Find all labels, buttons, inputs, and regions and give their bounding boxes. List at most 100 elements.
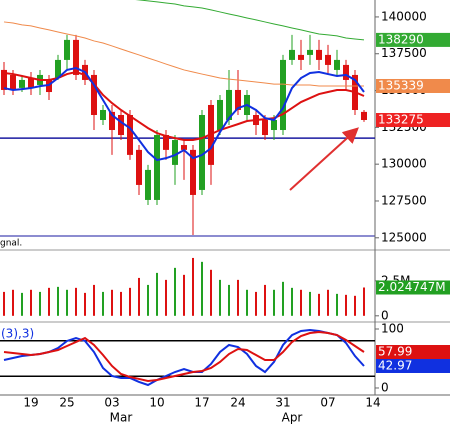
candle-body (154, 135, 160, 200)
volume-bar (336, 293, 338, 316)
annotation-arrow (289, 127, 359, 191)
candle-body (280, 59, 286, 131)
volume-bar (165, 279, 167, 316)
candle-body (307, 49, 313, 55)
last-value-box (376, 113, 450, 127)
last-value-label: 133275 (378, 113, 424, 127)
volume-bar (309, 291, 311, 316)
volume-bar (228, 284, 230, 316)
y-tick-label: 0 (381, 380, 389, 394)
candle-body (226, 89, 232, 120)
y-tick-label: 125000 (381, 230, 427, 244)
candle-body (343, 64, 349, 80)
candle-body (262, 120, 268, 136)
x-tick-label: 24 (230, 396, 245, 410)
candle-body (316, 49, 322, 60)
moving-average (3, 66, 365, 162)
candle-body (46, 79, 52, 93)
last-value-box (376, 32, 450, 47)
volume-bar (345, 294, 347, 316)
candle-body (163, 135, 169, 150)
candle-body (73, 39, 79, 75)
last-value-label: 135339 (378, 78, 424, 92)
volume-bar (147, 284, 149, 316)
x-tick-label: 17 (194, 396, 209, 410)
volume-bar (57, 286, 59, 316)
volume-bar (264, 284, 266, 316)
candle-body (145, 169, 151, 200)
candle-body (325, 54, 331, 65)
candle-body (190, 149, 196, 195)
moving-average (3, 21, 364, 87)
candle-body (127, 114, 133, 155)
volume-bar (93, 284, 95, 316)
volume-bar (273, 289, 275, 316)
volume-bar (156, 272, 158, 316)
volume-bar (21, 292, 23, 316)
month-label: Mar (110, 411, 133, 425)
x-tick-label: 03 (104, 396, 119, 410)
volume-bar (300, 289, 302, 316)
volume-bar (3, 291, 5, 316)
candle-body (28, 77, 34, 88)
volume-bar (102, 291, 104, 316)
volume-bar (210, 269, 212, 316)
oscillator-line (3, 329, 365, 387)
volume-bar (246, 289, 248, 316)
volume-bar (12, 289, 14, 316)
volume-bar (192, 257, 194, 316)
y-tick-label: 140000 (381, 9, 427, 23)
volume-bar (219, 279, 221, 316)
last-value-box (376, 78, 450, 93)
volume-bar (129, 287, 131, 316)
volume-bar (39, 291, 41, 316)
y-tick-label: 137500 (381, 46, 427, 60)
oscillator-line (3, 331, 365, 382)
x-tick-label: 25 (59, 396, 74, 410)
y-tick-label: 127500 (381, 193, 427, 207)
candle-body (235, 89, 241, 110)
candle-body (181, 145, 187, 150)
candle-body (136, 149, 142, 185)
candle-body (199, 114, 205, 190)
candle-body (91, 74, 97, 115)
candle-body (298, 54, 304, 60)
last-value-label: 57.99 (378, 345, 412, 359)
candle-body (172, 140, 178, 165)
volume-bar (84, 292, 86, 316)
volume-bar (48, 287, 50, 316)
axes: 1250001275001300001325001350001375001400… (375, 9, 450, 394)
candle-body (217, 99, 223, 131)
candle-body (289, 49, 295, 60)
moving-average (3, 70, 365, 142)
last-value-box (376, 345, 450, 360)
x-tick-label: 14 (365, 396, 380, 410)
last-value-label: 138290 (378, 32, 424, 46)
volume-bar (255, 291, 257, 316)
volume-bar (282, 281, 284, 316)
volume-bar (138, 277, 140, 316)
candle-body (10, 74, 16, 90)
volume-bar (174, 267, 176, 316)
volume-bar (327, 289, 329, 316)
volume-bar (363, 287, 365, 316)
price-panel (0, 0, 375, 235)
last-value-label: 2.024747M (378, 280, 446, 294)
candle-body (100, 109, 106, 120)
last-value-box (376, 358, 450, 373)
candle-body (55, 59, 61, 78)
volume-bar (30, 289, 32, 316)
volume-bar (111, 289, 113, 316)
volume-bar (237, 279, 239, 316)
volume-bar (201, 261, 203, 316)
y-tick-label: 0 (381, 308, 389, 322)
indicator-label: (3),3) (1, 327, 34, 341)
volume-bar (183, 274, 185, 316)
x-tick-label: 31 (275, 396, 290, 410)
volume-bar (291, 287, 293, 316)
month-label: Apr (282, 411, 303, 425)
candle-body (64, 39, 70, 60)
x-tick-label: 07 (320, 396, 335, 410)
